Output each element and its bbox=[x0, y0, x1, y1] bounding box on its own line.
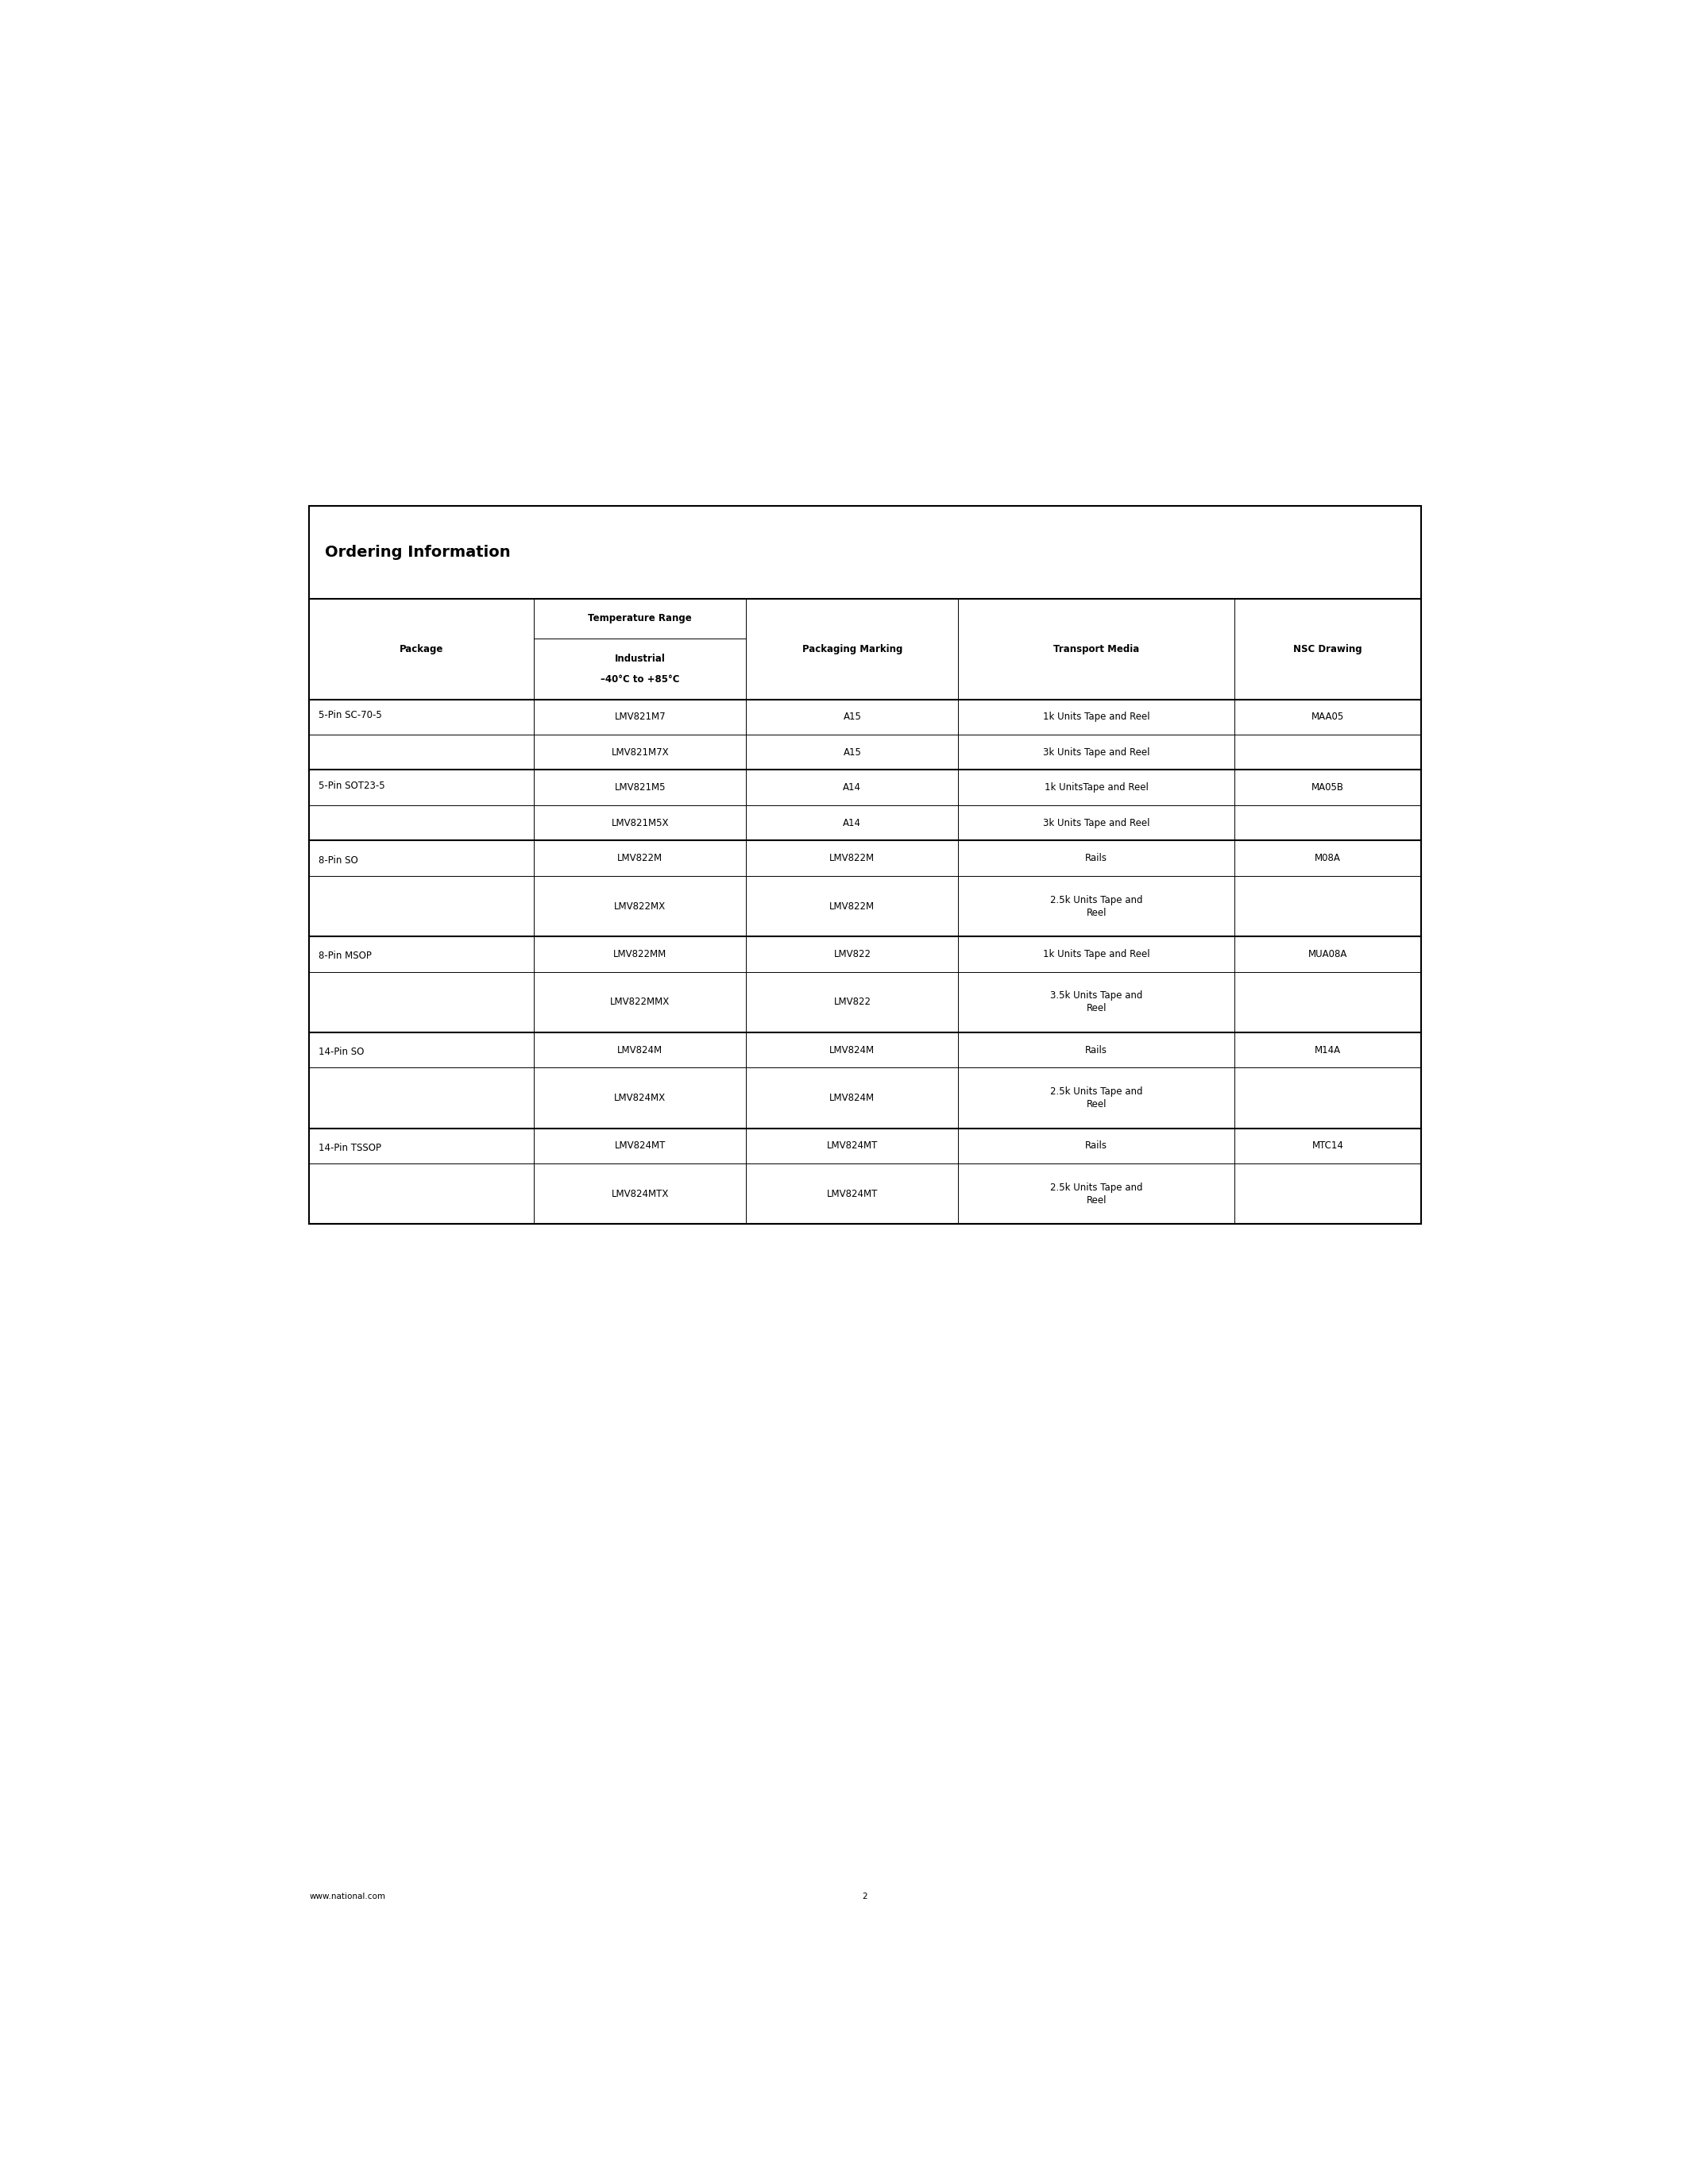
Text: LMV821M7: LMV821M7 bbox=[614, 712, 665, 723]
Text: LMV821M5X: LMV821M5X bbox=[611, 817, 668, 828]
Text: MA05B: MA05B bbox=[1312, 782, 1344, 793]
Text: 2: 2 bbox=[863, 1894, 868, 1900]
Text: 1k Units Tape and Reel: 1k Units Tape and Reel bbox=[1043, 948, 1150, 959]
Text: LMV822MMX: LMV822MMX bbox=[611, 996, 670, 1007]
Text: M14A: M14A bbox=[1315, 1044, 1340, 1055]
Text: A15: A15 bbox=[844, 712, 861, 723]
Text: 2.5k Units Tape and
Reel: 2.5k Units Tape and Reel bbox=[1050, 1182, 1143, 1206]
Text: LMV822MX: LMV822MX bbox=[614, 902, 667, 911]
Text: 3k Units Tape and Reel: 3k Units Tape and Reel bbox=[1043, 817, 1150, 828]
Text: Industrial: Industrial bbox=[614, 653, 665, 664]
Text: LMV824MT: LMV824MT bbox=[614, 1140, 665, 1151]
Text: A15: A15 bbox=[844, 747, 861, 758]
Text: 2.5k Units Tape and
Reel: 2.5k Units Tape and Reel bbox=[1050, 895, 1143, 917]
Text: MAA05: MAA05 bbox=[1312, 712, 1344, 723]
Text: NSC Drawing: NSC Drawing bbox=[1293, 644, 1362, 653]
Text: 3k Units Tape and Reel: 3k Units Tape and Reel bbox=[1043, 747, 1150, 758]
Text: A14: A14 bbox=[842, 782, 861, 793]
Text: Temperature Range: Temperature Range bbox=[587, 614, 692, 625]
Text: LMV824MX: LMV824MX bbox=[614, 1092, 667, 1103]
Text: Package: Package bbox=[400, 644, 444, 653]
Text: www.national.com: www.national.com bbox=[309, 1894, 385, 1900]
Text: LMV824MT: LMV824MT bbox=[827, 1140, 878, 1151]
Text: Transport Media: Transport Media bbox=[1053, 644, 1139, 653]
Text: 2.5k Units Tape and
Reel: 2.5k Units Tape and Reel bbox=[1050, 1085, 1143, 1109]
Text: LMV824M: LMV824M bbox=[618, 1044, 663, 1055]
Text: LMV824MTX: LMV824MTX bbox=[611, 1188, 668, 1199]
Text: 1k UnitsTape and Reel: 1k UnitsTape and Reel bbox=[1045, 782, 1148, 793]
Text: 1k Units Tape and Reel: 1k Units Tape and Reel bbox=[1043, 712, 1150, 723]
Text: Rails: Rails bbox=[1085, 1044, 1107, 1055]
Text: MUA08A: MUA08A bbox=[1308, 948, 1347, 959]
Text: 8-Pin SO: 8-Pin SO bbox=[319, 854, 358, 865]
Text: M08A: M08A bbox=[1315, 854, 1340, 863]
Text: LMV821M7X: LMV821M7X bbox=[611, 747, 668, 758]
Text: 5-Pin SC-70-5: 5-Pin SC-70-5 bbox=[319, 710, 381, 721]
Text: MTC14: MTC14 bbox=[1312, 1140, 1344, 1151]
Text: LMV822M: LMV822M bbox=[829, 854, 874, 863]
Text: LMV821M5: LMV821M5 bbox=[614, 782, 665, 793]
Text: 14-Pin SO: 14-Pin SO bbox=[319, 1046, 365, 1057]
Text: Rails: Rails bbox=[1085, 854, 1107, 863]
Text: –40°C to +85°C: –40°C to +85°C bbox=[601, 675, 680, 684]
Text: A14: A14 bbox=[842, 817, 861, 828]
Text: LMV824M: LMV824M bbox=[829, 1092, 874, 1103]
Text: Packaging Marking: Packaging Marking bbox=[802, 644, 903, 653]
Text: 5-Pin SOT23-5: 5-Pin SOT23-5 bbox=[319, 780, 385, 791]
Text: 14-Pin TSSOP: 14-Pin TSSOP bbox=[319, 1142, 381, 1153]
Text: LMV822M: LMV822M bbox=[618, 854, 663, 863]
Text: 3.5k Units Tape and
Reel: 3.5k Units Tape and Reel bbox=[1050, 992, 1143, 1013]
Text: LMV822: LMV822 bbox=[834, 948, 871, 959]
Text: 8-Pin MSOP: 8-Pin MSOP bbox=[319, 950, 371, 961]
Text: Rails: Rails bbox=[1085, 1140, 1107, 1151]
Text: LMV822M: LMV822M bbox=[829, 902, 874, 911]
Bar bbox=[309, 507, 1421, 1223]
Text: Ordering Information: Ordering Information bbox=[324, 544, 510, 559]
Text: LMV824MT: LMV824MT bbox=[827, 1188, 878, 1199]
Text: LMV822: LMV822 bbox=[834, 996, 871, 1007]
Text: LMV824M: LMV824M bbox=[829, 1044, 874, 1055]
Text: LMV822MM: LMV822MM bbox=[613, 948, 667, 959]
